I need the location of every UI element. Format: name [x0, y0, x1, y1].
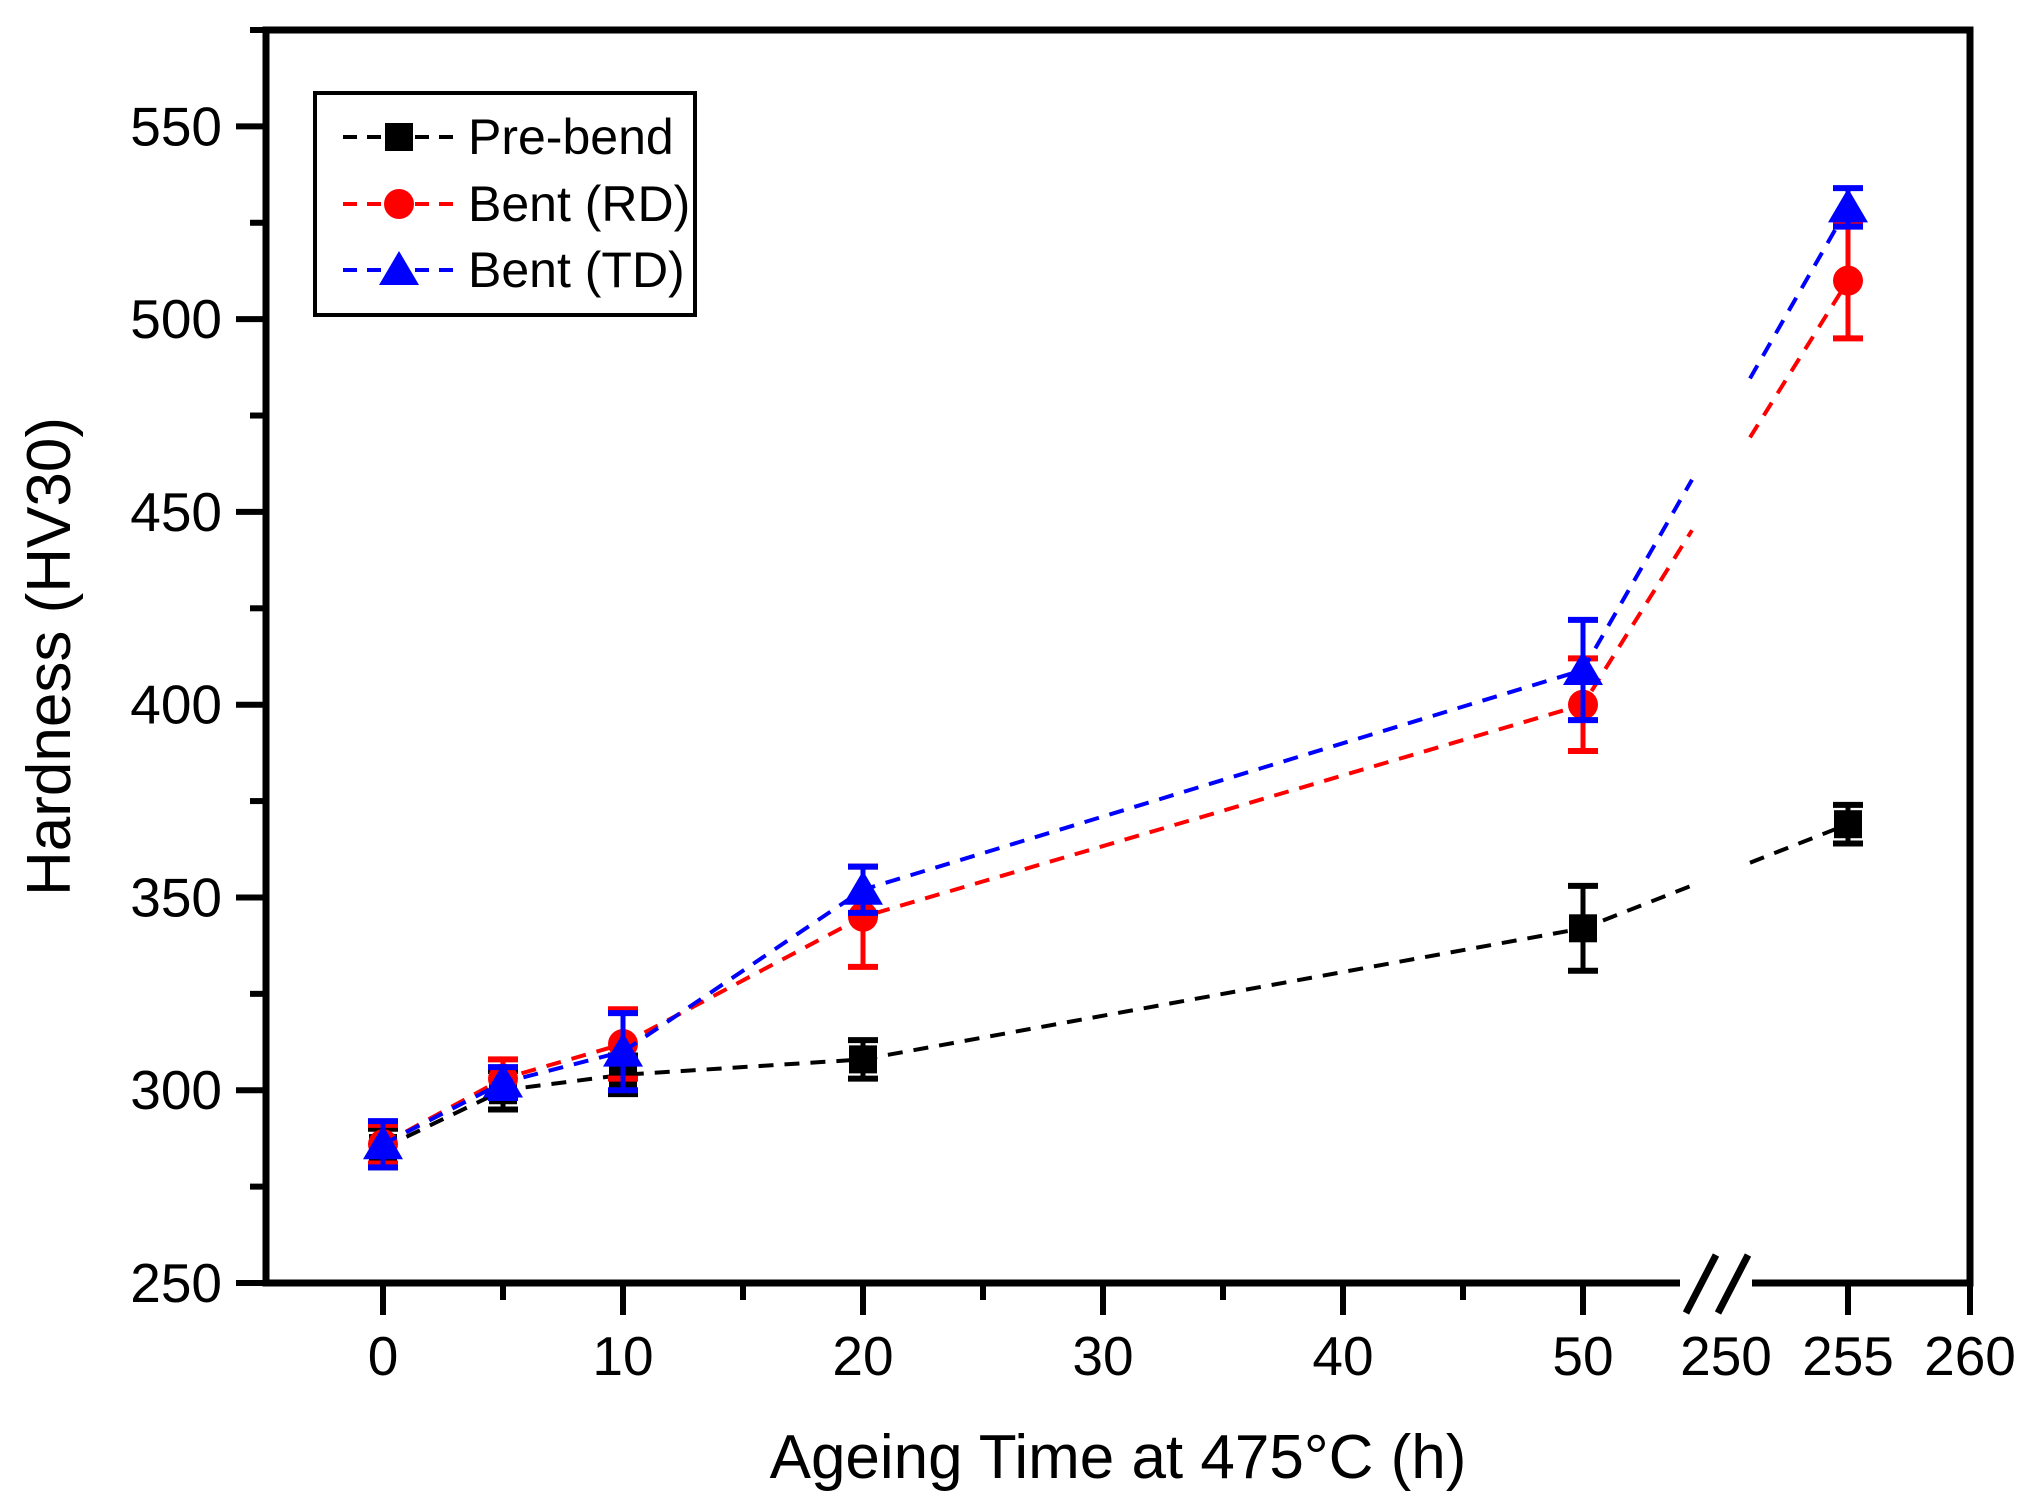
legend-marker	[379, 251, 419, 285]
x-tick-label: 40	[1312, 1325, 1373, 1387]
x-tick-label: 255	[1802, 1325, 1894, 1387]
y-tick-label: 500	[130, 288, 222, 350]
axis-break-slash	[1682, 1253, 1720, 1315]
legend-entry-bent-td: Bent (TD)	[343, 242, 685, 298]
y-tick-label: 550	[130, 95, 222, 157]
series-line	[382, 822, 1849, 1150]
data-point-marker	[843, 870, 883, 905]
x-tick-label: 250	[1680, 1325, 1772, 1387]
data-point-marker	[1833, 265, 1863, 296]
legend-entry-pre-bend: Pre-bend	[343, 109, 674, 165]
y-tick-label: 400	[130, 674, 222, 736]
x-tick-label: 10	[592, 1325, 653, 1387]
y-tick-label: 250	[130, 1252, 222, 1314]
x-tick-label: 30	[1072, 1325, 1133, 1387]
series-bent-td	[363, 185, 1868, 1171]
y-tick-label: 300	[130, 1059, 222, 1121]
data-point-marker	[1828, 188, 1868, 223]
plot-frame	[262, 26, 1974, 1287]
series-pre-bend	[368, 801, 1863, 1171]
y-axis-title: Hardness (HV30)	[15, 417, 84, 896]
data-point-marker	[1834, 810, 1862, 839]
y-axis: 250 300 350 400 450 500 550	[130, 26, 266, 1314]
legend-entry-bent-rd: Bent (RD)	[343, 176, 690, 232]
legend-label: Pre-bend	[468, 109, 674, 165]
legend-marker	[384, 189, 414, 219]
data-point-marker	[848, 901, 878, 932]
data-point-marker	[1563, 650, 1603, 685]
series-bent-rd	[368, 219, 1863, 1167]
data-point-marker	[603, 1032, 643, 1067]
legend-label: Bent (TD)	[468, 242, 685, 298]
legend-label: Bent (RD)	[468, 176, 690, 232]
x-tick-label: 20	[832, 1325, 893, 1387]
y-tick-label: 350	[130, 866, 222, 928]
series-line	[382, 279, 1850, 1146]
x-tick-label: 50	[1552, 1325, 1613, 1387]
legend: Pre-bend Bent (RD) Bent (TD)	[313, 91, 697, 317]
axis-break-slash	[1714, 1253, 1752, 1315]
legend-marker	[385, 123, 413, 151]
x-tick-label: 260	[1924, 1325, 2016, 1387]
x-tick-label: 0	[368, 1325, 399, 1387]
data-point-marker	[1569, 914, 1597, 943]
data-point-marker	[849, 1045, 877, 1074]
x-axis: 0 10 20 30 40 50 250 255 260	[368, 1283, 2016, 1387]
data-point-marker	[363, 1125, 403, 1160]
series-line	[382, 206, 1850, 1146]
x-axis-break	[1680, 1253, 1752, 1315]
data-point-marker	[483, 1063, 523, 1098]
y-tick-label: 450	[130, 481, 222, 543]
x-axis-title: Ageing Time at 475°C (h)	[770, 1423, 1467, 1492]
